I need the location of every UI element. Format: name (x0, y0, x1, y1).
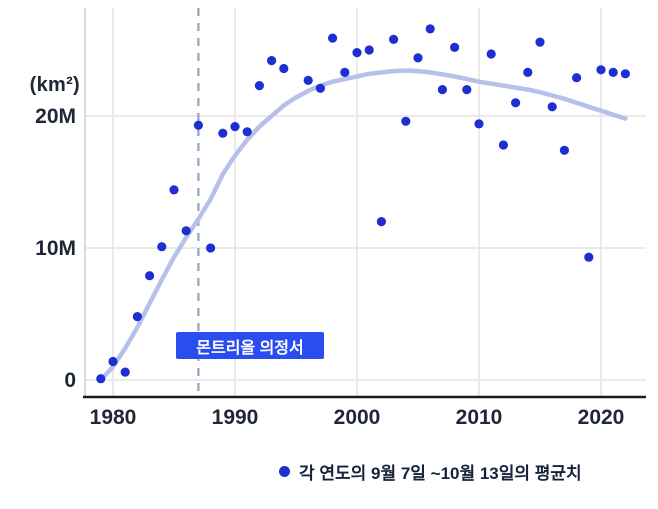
data-point (608, 67, 618, 77)
data-point (108, 356, 118, 367)
data-point (474, 119, 484, 129)
data-point (584, 252, 594, 262)
data-point (535, 37, 545, 47)
data-point (389, 34, 399, 45)
x-tick-label: 2000 (334, 406, 381, 429)
data-point (328, 33, 338, 43)
data-point (218, 128, 228, 138)
data-point (559, 145, 570, 155)
data-point (510, 98, 521, 108)
data-point (596, 65, 606, 75)
y-tick-label: 20M (35, 105, 76, 128)
legend-dot-icon (279, 466, 290, 477)
data-point (450, 42, 460, 53)
data-point (413, 53, 423, 63)
x-tick-label: 1990 (212, 406, 259, 429)
data-point (376, 217, 386, 227)
data-point (254, 81, 264, 91)
montreal-protocol-annotation-badge: 몬트리올 의정서 (176, 332, 324, 359)
legend-label: 각 연도의 9월 7일 ~10월 13일의 평균치 (299, 464, 582, 483)
data-point (206, 243, 216, 253)
x-tick-label: 2020 (578, 406, 625, 429)
data-point (181, 226, 191, 236)
x-tick-label: 1980 (90, 406, 137, 429)
data-point (169, 185, 179, 195)
data-point (498, 140, 508, 150)
data-point (157, 242, 167, 252)
data-point (193, 120, 203, 130)
data-point (523, 67, 533, 77)
data-point (315, 83, 325, 93)
data-point (401, 116, 411, 126)
data-point (267, 56, 277, 66)
data-point (242, 127, 252, 137)
data-point (425, 24, 435, 34)
data-point (279, 63, 289, 74)
legend: 각 연도의 9월 7일 ~10월 13일의 평균치 (279, 459, 582, 484)
data-point (437, 85, 447, 95)
data-point (120, 367, 130, 377)
data-point (486, 49, 496, 59)
data-point (96, 374, 106, 384)
data-point (230, 122, 240, 132)
data-point (352, 48, 362, 58)
data-point (303, 75, 313, 85)
data-point (132, 312, 142, 322)
data-point (364, 45, 374, 55)
data-point (572, 73, 582, 83)
y-tick-label: 10M (35, 237, 76, 260)
y-tick-label: 0 (64, 369, 76, 392)
data-point (145, 271, 155, 281)
data-point (620, 69, 631, 79)
x-tick-label: 2010 (456, 406, 503, 429)
data-point (340, 67, 350, 77)
data-point (547, 102, 557, 112)
y-axis-unit-label: (km²) (29, 74, 80, 96)
data-point (462, 85, 472, 95)
